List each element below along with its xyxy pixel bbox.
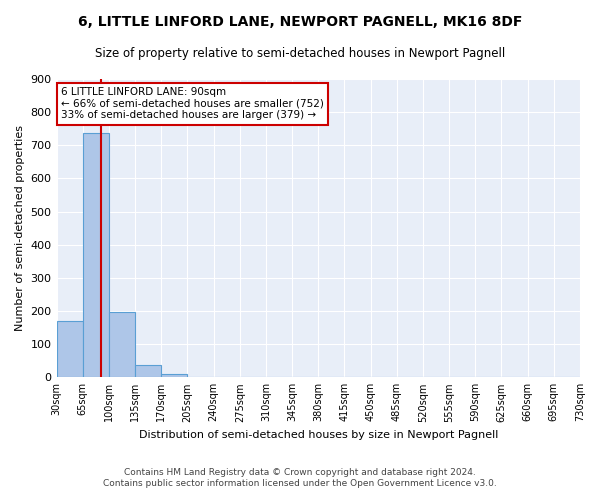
X-axis label: Distribution of semi-detached houses by size in Newport Pagnell: Distribution of semi-detached houses by … [139, 430, 498, 440]
Bar [83, 132, 109, 378]
Bar [109, 312, 135, 378]
Y-axis label: Number of semi-detached properties: Number of semi-detached properties [15, 125, 25, 331]
Text: 6 LITTLE LINFORD LANE: 90sqm
← 66% of semi-detached houses are smaller (752)
33%: 6 LITTLE LINFORD LANE: 90sqm ← 66% of se… [61, 88, 324, 120]
Bar [135, 365, 161, 378]
Bar [56, 321, 83, 378]
Text: Size of property relative to semi-detached houses in Newport Pagnell: Size of property relative to semi-detach… [95, 48, 505, 60]
Text: Contains HM Land Registry data © Crown copyright and database right 2024.
Contai: Contains HM Land Registry data © Crown c… [103, 468, 497, 487]
Bar [161, 374, 187, 378]
Text: 6, LITTLE LINFORD LANE, NEWPORT PAGNELL, MK16 8DF: 6, LITTLE LINFORD LANE, NEWPORT PAGNELL,… [78, 15, 522, 29]
